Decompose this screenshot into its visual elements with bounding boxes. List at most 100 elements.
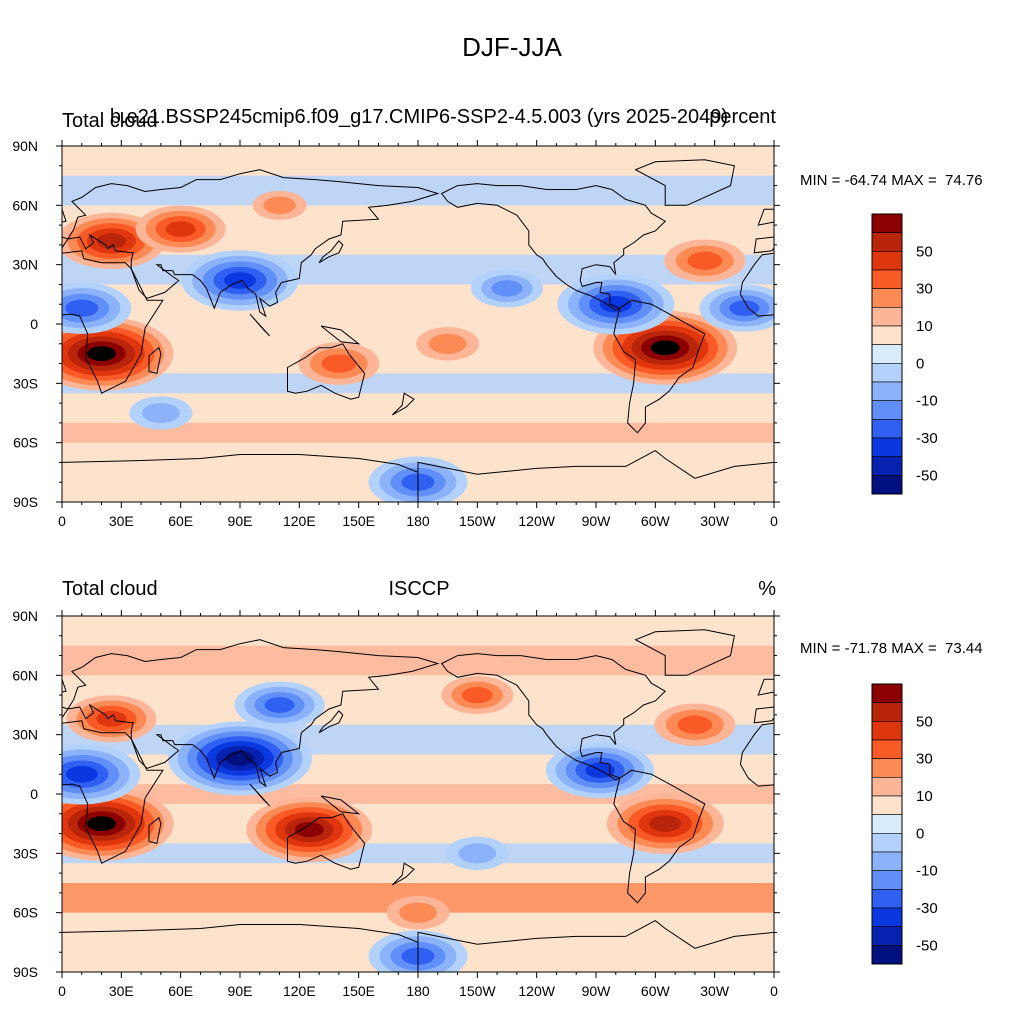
coastline xyxy=(148,816,162,845)
colorbar-cell xyxy=(871,739,903,759)
coastline xyxy=(440,653,667,781)
x-tick-label: 0 xyxy=(770,513,778,529)
colorbar-cell xyxy=(871,683,903,703)
colorbar-frame xyxy=(871,213,903,495)
coastline xyxy=(757,678,774,696)
x-tick-label: 30E xyxy=(109,983,134,999)
x-tick-label: 120E xyxy=(283,983,316,999)
y-tick-label: 90N xyxy=(12,608,38,624)
coastline xyxy=(287,813,366,870)
x-tick-label: 120W xyxy=(518,513,555,529)
coastline xyxy=(417,450,774,502)
coastline xyxy=(320,795,361,815)
y-tick-label: 30S xyxy=(13,845,38,861)
colorbar-cell xyxy=(871,232,903,252)
y-tick-label: 30N xyxy=(12,727,38,743)
x-tick-label: 180 xyxy=(406,983,430,999)
coastline xyxy=(62,924,419,972)
coastline xyxy=(318,710,344,734)
y-tick-label: 60N xyxy=(12,667,38,683)
x-tick-label: 60E xyxy=(168,983,193,999)
x-tick-label: 180 xyxy=(406,513,430,529)
coastline xyxy=(318,240,344,264)
panel2-right-label: % xyxy=(758,578,776,600)
x-tick-label: 60E xyxy=(168,513,193,529)
colorbar-label: 0 xyxy=(916,825,924,842)
y-tick-label: 30S xyxy=(13,375,38,391)
x-tick-label: 0 xyxy=(770,983,778,999)
contour-feature xyxy=(458,843,497,864)
colorbar-cell xyxy=(871,344,903,364)
colorbar-label: -30 xyxy=(916,430,938,447)
x-tick-label: 90W xyxy=(582,513,612,529)
contour-feature xyxy=(321,354,357,373)
contour-feature xyxy=(264,697,295,713)
panel2-left-label: Total cloud xyxy=(62,578,158,600)
x-tick-label: 150W xyxy=(459,983,496,999)
contour-feature xyxy=(96,711,127,727)
contour-feature xyxy=(650,340,680,356)
contour-feature xyxy=(141,402,180,424)
colorbar-cell xyxy=(871,381,903,401)
y-tick-label: 60N xyxy=(12,197,38,213)
y-tick-label: 90S xyxy=(13,494,38,510)
colorbar-cell xyxy=(871,419,903,439)
colorbar-cell xyxy=(871,307,903,327)
x-tick-label: 30W xyxy=(700,983,730,999)
colorbar-cell xyxy=(871,814,903,834)
coastline xyxy=(287,343,366,400)
y-tick-label: 0 xyxy=(30,316,38,332)
colorbar-label: 10 xyxy=(916,318,933,335)
colorbar-label: 10 xyxy=(916,788,933,805)
panel1-left-label: Total cloud xyxy=(62,110,158,132)
map-panel-2: 0 30E 60E 90E 120E 150E 180 150W 120W 90W 60W 30W 0 9… xyxy=(12,608,780,999)
coastline xyxy=(757,208,774,226)
x-tick-label: 150W xyxy=(459,513,496,529)
zonal-band xyxy=(62,373,774,394)
coastline xyxy=(634,629,735,676)
colorbar-label: -50 xyxy=(916,467,938,484)
colorbar-label: 50 xyxy=(916,243,933,260)
x-tick-label: 90W xyxy=(582,983,612,999)
coastlines xyxy=(62,629,774,972)
contour-feature xyxy=(399,902,437,923)
contour-feature xyxy=(65,299,99,317)
colorbar-cell xyxy=(871,269,903,289)
colorbar-cell xyxy=(871,721,903,741)
coastline xyxy=(634,159,735,206)
map-panel-1: 0 30E 60E 90E 120E 150E 180 150W 120W 90W 60W 30W 0 9… xyxy=(12,138,780,529)
colorbar-cell xyxy=(871,363,903,383)
y-tick-label: 90N xyxy=(12,138,38,154)
contour-feature xyxy=(649,815,682,832)
colorbar-cell xyxy=(871,437,903,457)
coastline xyxy=(62,250,164,394)
zonal-band xyxy=(62,175,774,206)
panel1-min-max: MIN = -64.74 MAX = 74.76 xyxy=(800,172,983,189)
contour-feature xyxy=(294,822,324,838)
x-tick-label: 150E xyxy=(342,513,375,529)
coastline xyxy=(417,920,774,972)
contour-feature xyxy=(461,686,493,704)
coastline xyxy=(440,183,667,311)
contour-feature xyxy=(687,251,723,270)
y-tick-label: 0 xyxy=(30,786,38,802)
contour-feature xyxy=(729,300,760,317)
colorbar-cell xyxy=(871,889,903,909)
panel1-right-label: percent xyxy=(709,106,776,128)
colorbar-label: -30 xyxy=(916,900,938,917)
colorbar-cell xyxy=(871,851,903,871)
colorbar-cell xyxy=(871,758,903,778)
y-tick-label: 60S xyxy=(13,905,38,921)
contour-feature xyxy=(677,715,713,734)
contour-feature xyxy=(87,346,116,362)
colorbar-cell xyxy=(871,945,903,965)
colorbar-label: -50 xyxy=(916,937,938,954)
colorbar-cell xyxy=(871,833,903,853)
panel1-center-label: b.e21.BSSP245cmip6.f09_g17.CMIP6-SSP2-4.… xyxy=(109,106,729,128)
coastline xyxy=(249,313,271,337)
panel2-min-max: MIN = -71.78 MAX = 73.44 xyxy=(800,640,983,657)
colorbar-cell xyxy=(871,213,903,233)
colorbar-cell xyxy=(871,702,903,722)
x-tick-label: 120E xyxy=(283,513,316,529)
